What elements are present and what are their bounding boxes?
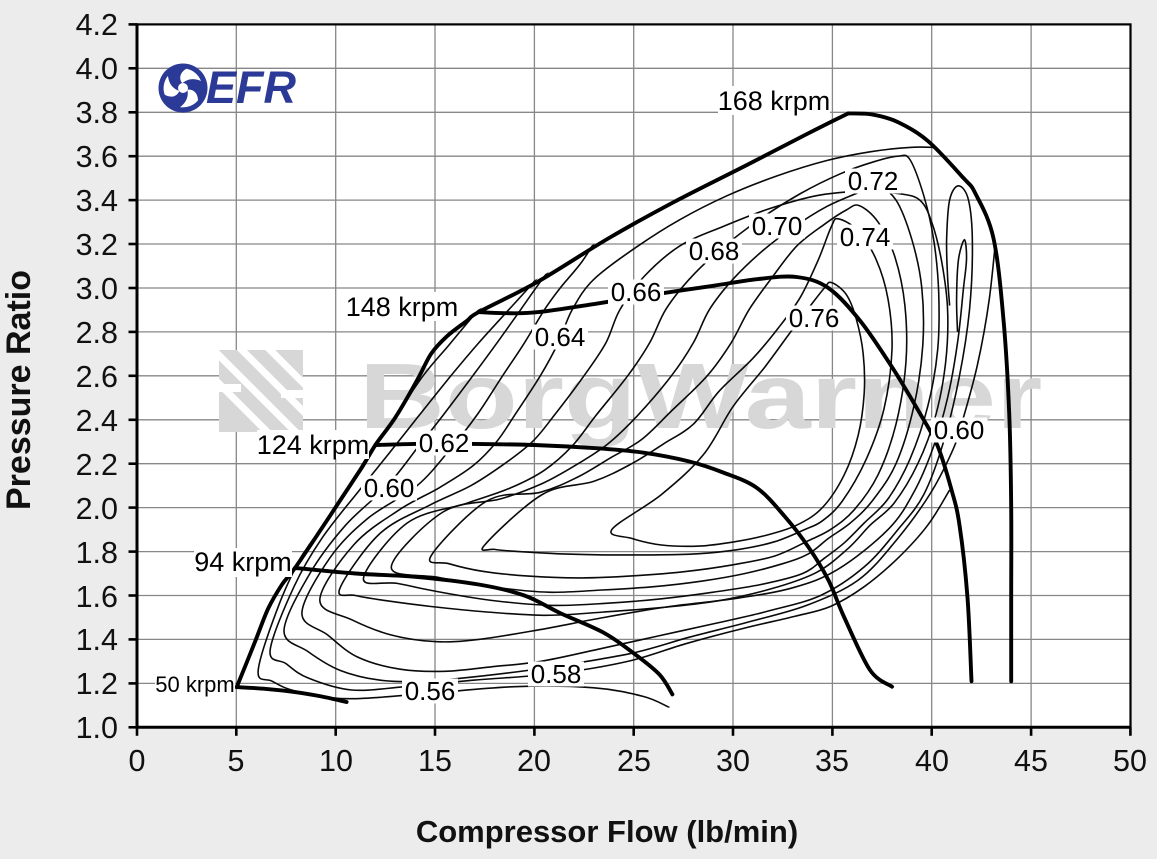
svg-text:10: 10 <box>319 744 353 778</box>
svg-text:94 krpm: 94 krpm <box>194 547 292 577</box>
svg-text:3.2: 3.2 <box>76 228 118 262</box>
svg-text:3.0: 3.0 <box>76 272 118 306</box>
svg-text:Compressor Flow (lb/min): Compressor Flow (lb/min) <box>416 814 798 849</box>
svg-text:1.4: 1.4 <box>76 623 118 657</box>
svg-text:50 krpm: 50 krpm <box>155 672 234 697</box>
svg-text:30: 30 <box>716 744 750 778</box>
svg-text:0.58: 0.58 <box>531 659 582 689</box>
svg-text:0.72: 0.72 <box>848 166 899 196</box>
svg-text:168 krpm: 168 krpm <box>718 86 831 116</box>
svg-text:0.64: 0.64 <box>535 322 586 352</box>
svg-text:2.2: 2.2 <box>76 448 118 482</box>
svg-text:0: 0 <box>129 744 146 778</box>
svg-text:1.6: 1.6 <box>76 580 118 614</box>
svg-text:25: 25 <box>617 744 651 778</box>
svg-text:1.8: 1.8 <box>76 536 118 570</box>
svg-text:5: 5 <box>228 744 245 778</box>
svg-text:0.56: 0.56 <box>405 676 456 706</box>
svg-text:20: 20 <box>517 744 551 778</box>
svg-text:50: 50 <box>1113 744 1147 778</box>
svg-text:0.68: 0.68 <box>689 236 740 266</box>
svg-text:Pressure Ratio: Pressure Ratio <box>0 270 38 510</box>
svg-text:0.60: 0.60 <box>934 415 985 445</box>
svg-text:15: 15 <box>418 744 452 778</box>
svg-text:4.2: 4.2 <box>76 8 118 42</box>
svg-text:4.0: 4.0 <box>76 52 118 86</box>
svg-text:0.70: 0.70 <box>752 211 803 241</box>
svg-text:3.4: 3.4 <box>76 184 118 218</box>
svg-text:45: 45 <box>1014 744 1048 778</box>
svg-text:2.0: 2.0 <box>76 492 118 526</box>
svg-text:EFR: EFR <box>206 62 297 113</box>
svg-text:124 krpm: 124 krpm <box>257 430 370 460</box>
svg-text:0.74: 0.74 <box>840 222 891 252</box>
svg-text:3.8: 3.8 <box>76 96 118 130</box>
svg-text:40: 40 <box>915 744 949 778</box>
svg-text:1.0: 1.0 <box>76 711 118 745</box>
svg-text:3.6: 3.6 <box>76 140 118 174</box>
svg-text:2.8: 2.8 <box>76 316 118 350</box>
svg-text:2.4: 2.4 <box>76 404 118 438</box>
svg-text:0.76: 0.76 <box>789 303 840 333</box>
svg-text:0.62: 0.62 <box>419 428 470 458</box>
svg-text:0.60: 0.60 <box>364 473 415 503</box>
svg-text:35: 35 <box>815 744 849 778</box>
svg-text:148 krpm: 148 krpm <box>346 292 459 322</box>
svg-text:2.6: 2.6 <box>76 360 118 394</box>
svg-text:1.2: 1.2 <box>76 667 118 701</box>
svg-text:0.66: 0.66 <box>611 277 662 307</box>
